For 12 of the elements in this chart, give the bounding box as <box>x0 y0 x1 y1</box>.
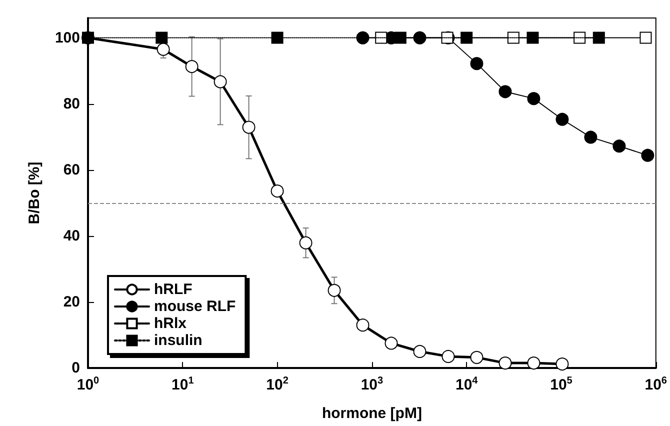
y-axis-title: B/Bo [%] <box>26 162 43 224</box>
legend-label: hRLF <box>154 281 192 298</box>
y-tick-label: 100 <box>54 29 80 46</box>
legend-label: insulin <box>154 332 202 349</box>
y-tick-label: 40 <box>63 227 80 244</box>
y-tick-label: 0 <box>72 360 80 376</box>
y-tick-label: 60 <box>63 161 80 178</box>
y-tick-label: 80 <box>63 95 80 112</box>
legend-label: hRlx <box>154 315 188 332</box>
y-tick-label: 20 <box>63 293 80 310</box>
legend-label: mouse RLF <box>154 298 236 315</box>
x-axis-title: hormone [pM] <box>322 405 422 422</box>
